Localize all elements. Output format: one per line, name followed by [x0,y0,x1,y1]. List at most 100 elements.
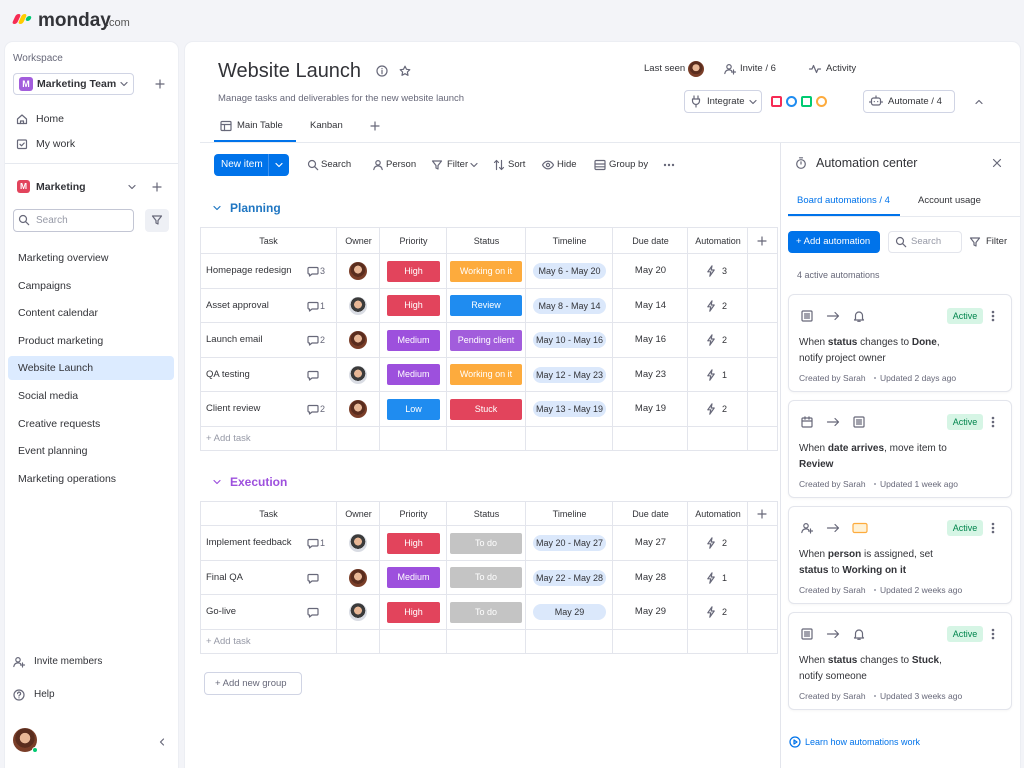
icon [704,402,718,416]
task-name[interactable]: Client review [206,403,261,414]
table-cell [447,595,526,630]
table-cell [337,526,380,561]
status-label[interactable]: Working on it [450,260,522,282]
priority-label[interactable]: Medium [387,364,440,385]
add-task[interactable]: + Add task [206,432,251,444]
workspace-selector[interactable] [13,73,134,95]
task-name[interactable]: Launch email [206,334,263,345]
integrate-button[interactable] [684,90,762,113]
add-button[interactable] [153,77,167,91]
priority-label[interactable]: High [387,601,440,623]
board-link[interactable]: Campaigns [18,279,72,292]
icon [808,62,822,76]
activity-button[interactable]: Activity [826,63,857,74]
automation-text-part: , notify project owner [799,337,940,364]
status-label[interactable]: To do [450,601,522,623]
toolbar-action[interactable]: Sort [508,159,526,170]
toolbar-action[interactable]: Person [386,159,417,170]
table-cell [526,288,613,323]
icon [306,333,320,347]
header-cell [447,501,526,526]
table-cell [688,526,748,561]
row-left-border [200,254,201,289]
priority-label[interactable]: Medium [387,329,440,351]
tab[interactable]: Main Table [237,120,283,131]
priority-label[interactable]: Medium [387,567,440,588]
board-link[interactable]: Event planning [18,445,88,458]
task-name[interactable]: QA testing [206,368,250,380]
board-link[interactable]: Marketing overview [18,252,109,264]
icon [117,77,131,91]
status-label[interactable]: To do [450,567,522,588]
table-cell [337,392,380,427]
learn-link[interactable]: Learn how automations work [805,737,921,747]
status-label[interactable]: To do [450,532,522,554]
task-name[interactable]: Implement feedback [206,537,292,548]
add-group-button[interactable] [204,672,302,695]
status-label[interactable]: Working on it [450,364,522,385]
automation-tab[interactable]: Account usage [918,195,981,206]
row-left-border [200,629,201,654]
board-link[interactable]: Creative requests [18,417,101,430]
toolbar-action[interactable]: Search [321,159,352,170]
table-cell [337,426,380,451]
close-button[interactable] [990,156,1004,170]
table-cell [613,595,688,630]
board-link[interactable]: Marketing operations [18,472,117,485]
tab[interactable]: Kanban [310,120,343,131]
add-automation-button[interactable] [788,231,880,253]
footer-link[interactable]: Help [34,689,55,700]
table-cell [748,357,778,392]
toolbar-action[interactable]: Hide [557,159,577,170]
online-dot [32,747,38,753]
automation-filter[interactable]: Filter [986,236,1008,247]
status-label[interactable]: Pending client [450,329,522,351]
nav-item[interactable]: Home [36,113,65,125]
icon [894,235,908,249]
task-name[interactable]: Homepage redesign [206,265,292,276]
automate-button[interactable] [863,90,955,113]
footer-link[interactable]: Invite members [34,656,103,667]
priority-label[interactable]: Low [387,398,440,420]
board-link[interactable]: Content calendar [18,307,98,320]
task-name[interactable]: Go-live [206,606,237,617]
new-item-button[interactable] [214,154,289,176]
search-placeholder: Search [36,215,68,226]
invite-button[interactable]: Invite / 6 [740,63,776,74]
header-cell [526,227,613,254]
priority-label[interactable]: High [387,295,440,316]
status-label[interactable]: Stuck [450,398,522,420]
board-link[interactable]: Website Launch [18,362,94,375]
table-cell [447,392,526,427]
integration-logo [786,96,797,107]
toolbar-action[interactable]: Filter [447,159,469,170]
task-name[interactable]: Final QA [206,571,243,583]
timeline-pill: May 6 - May 20 [533,263,606,279]
avatar [349,400,367,418]
table-cell [447,357,526,392]
icon [541,158,555,172]
column-header: Owner [345,235,372,246]
automation-tab[interactable]: Board automations / 4 [797,195,890,206]
header-cell [200,227,337,254]
priority-label[interactable]: High [387,532,440,554]
toolbar-action[interactable]: Group by [609,159,649,170]
board-link[interactable]: Social media [18,390,79,402]
meta-separator [874,377,876,379]
folder-badge: M [17,180,30,193]
new-item-split [268,154,269,176]
automation-text: When person is assigned, set status to W… [799,547,959,578]
filter-button[interactable] [145,209,169,232]
board-link[interactable]: Product marketing [18,334,104,347]
column-header: Automation [695,235,741,246]
icon [852,627,866,641]
priority-label[interactable]: High [387,260,440,282]
integrate-label: Integrate [707,96,745,107]
status-label[interactable]: Review [450,295,522,316]
meta-separator [874,589,876,591]
icon [704,299,718,313]
task-name[interactable]: Asset approval [206,299,269,311]
add-task[interactable]: + Add task [206,635,251,647]
nav-item[interactable]: My work [36,138,76,150]
icon [968,235,982,249]
